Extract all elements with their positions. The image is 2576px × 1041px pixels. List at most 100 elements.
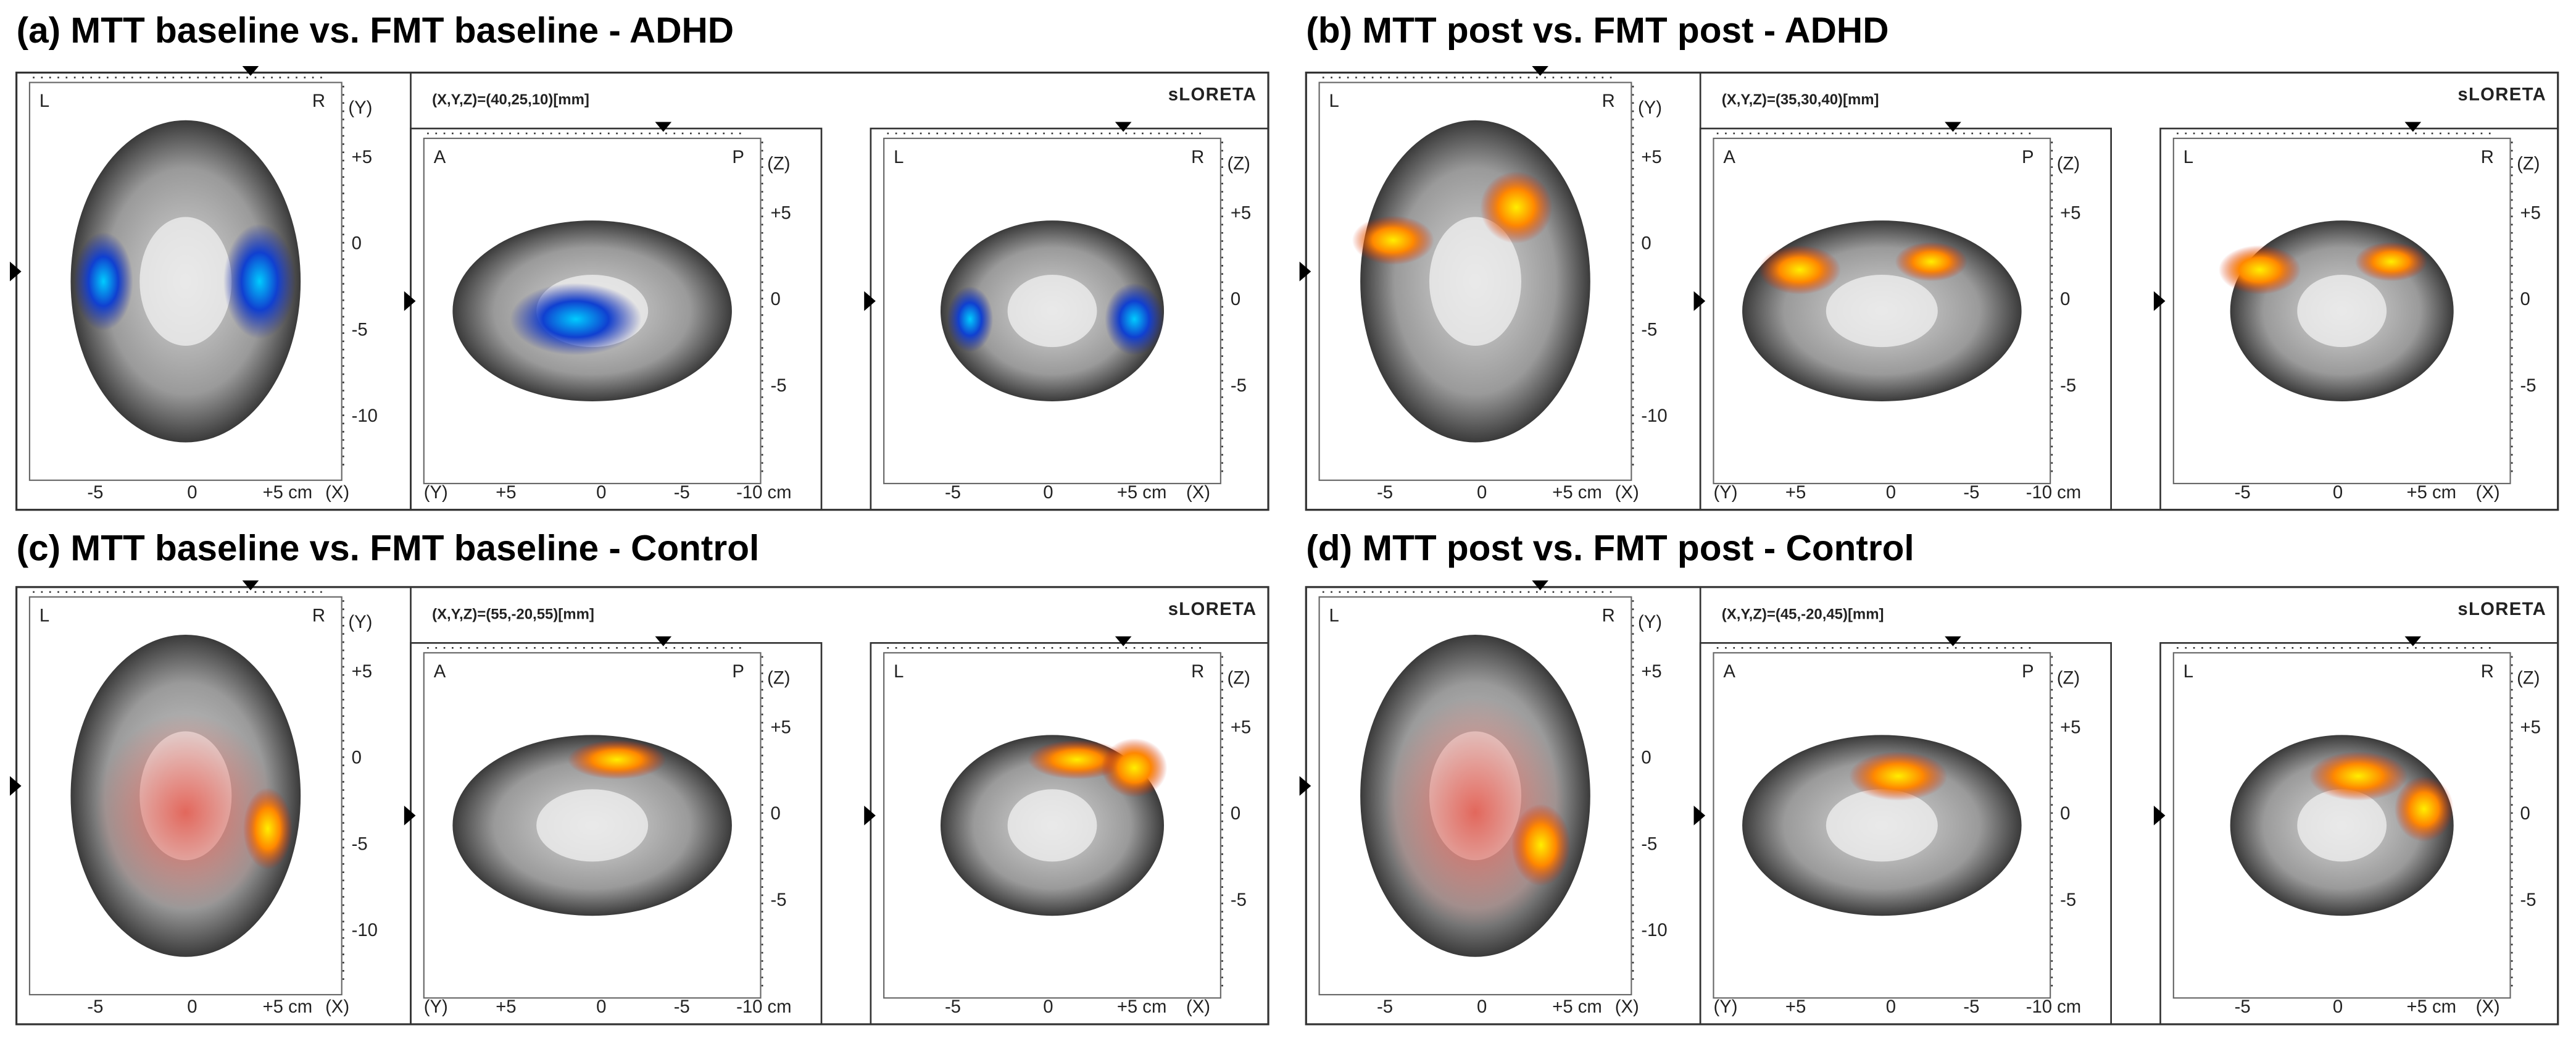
cursor-marker <box>242 580 259 591</box>
software-label: sLORETA <box>1168 85 1257 105</box>
brain-core <box>139 217 232 346</box>
bottom-tick-label: -5 <box>87 482 103 503</box>
cursor-marker <box>9 261 22 282</box>
coordinates: (X,Y,Z)=(45,-20,45)[mm] <box>1722 606 1884 622</box>
bottom-axis-name: (Y) <box>424 997 448 1017</box>
brain-core <box>2297 275 2387 348</box>
bottom-tick-label: +5 cm <box>1117 997 1167 1017</box>
activation <box>2219 245 2301 295</box>
coordinates: (X,Y,Z)=(40,25,10)[mm] <box>432 91 589 108</box>
side-tick-label: +5 <box>1231 203 1251 223</box>
panel-title: (c) MTT baseline vs. FMT baseline - Cont… <box>17 529 760 569</box>
view-frame <box>1699 127 2112 511</box>
axis-name: (Z) <box>1228 153 1250 174</box>
orientation-label: R <box>312 605 325 625</box>
activation <box>1480 171 1553 244</box>
bottom-tick-label: -5 <box>1963 482 1979 503</box>
side-tick-label: -10 <box>1641 406 1667 426</box>
cursor-marker <box>2404 636 2422 646</box>
orientation-label: L <box>894 147 904 167</box>
orientation-label: L <box>894 661 904 682</box>
bottom-tick-label: -10 cm <box>736 482 791 503</box>
activation <box>1849 751 1948 801</box>
axis-name: (Y) <box>348 612 372 632</box>
bottom-tick-label: 0 <box>187 997 197 1017</box>
bottom-tick-label: +5 cm <box>2406 482 2456 503</box>
cursor-marker <box>1945 636 1961 646</box>
panel-title: (b) MTT post vs. FMT post - ADHD <box>1306 10 1888 51</box>
side-tick-label: +5 <box>352 147 372 167</box>
side-tick-label: -5 <box>2520 890 2536 910</box>
orientation-label: A <box>1723 147 1735 167</box>
axis-name: (Z) <box>767 668 790 688</box>
bottom-tick-label: 0 <box>1477 997 1487 1017</box>
side-tick-label: -5 <box>1641 834 1657 854</box>
cursor-marker <box>655 122 672 132</box>
coordinates: (X,Y,Z)=(55,-20,55)[mm] <box>432 606 594 622</box>
view-frame <box>2159 642 2559 1026</box>
bottom-axis-name: (X) <box>325 997 349 1017</box>
bottom-axis-name: (X) <box>1615 482 1639 503</box>
activation <box>223 224 296 339</box>
cursor-marker <box>404 805 416 826</box>
brain-core <box>2297 789 2387 862</box>
activation <box>2354 241 2428 282</box>
orientation-label: L <box>39 91 49 111</box>
activation <box>567 740 667 780</box>
bottom-tick-label: 0 <box>1886 482 1896 503</box>
side-tick-label: -5 <box>770 375 786 396</box>
bottom-tick-label: +5 cm <box>263 997 313 1017</box>
activation <box>510 283 642 356</box>
software-label: sLORETA <box>1168 599 1257 619</box>
axis-name: (Y) <box>348 98 372 118</box>
orientation-label: P <box>2022 661 2034 682</box>
side-tick-label: +5 <box>1641 147 1661 167</box>
cursor-marker <box>1115 636 1132 646</box>
bottom-axis-name: (Y) <box>424 482 448 503</box>
orientation-label: P <box>732 661 744 682</box>
side-tick-label: +5 <box>2520 717 2540 737</box>
activation <box>1028 740 1126 780</box>
side-tick-label: -10 <box>1641 920 1667 940</box>
cursor-marker <box>1945 122 1961 132</box>
side-tick-label: +5 <box>1641 661 1661 682</box>
axis-name: (Z) <box>2517 668 2540 688</box>
cursor-marker <box>1532 65 1548 76</box>
side-tick-label: 0 <box>1231 803 1240 824</box>
side-tick-label: -10 <box>352 406 378 426</box>
activation <box>95 713 276 911</box>
cursor-marker <box>242 65 259 76</box>
view-frame <box>410 642 823 1026</box>
bottom-tick-label: -5 <box>1963 997 1979 1017</box>
orientation-label: R <box>1191 147 1204 167</box>
side-tick-label: -5 <box>770 890 786 910</box>
bottom-tick-label: 0 <box>187 482 197 503</box>
bottom-axis-name: (X) <box>2476 997 2500 1017</box>
bottom-tick-label: 0 <box>1477 482 1487 503</box>
side-tick-label: 0 <box>352 233 362 254</box>
view-frame <box>870 642 1269 1026</box>
axis-name: (Z) <box>2057 668 2080 688</box>
side-tick-label: 0 <box>1641 748 1651 768</box>
orientation-label: R <box>312 91 325 111</box>
bottom-tick-label: -5 <box>945 997 961 1017</box>
bottom-tick-label: 0 <box>1043 482 1053 503</box>
orientation-label: R <box>2481 147 2494 167</box>
axis-name: (Z) <box>2057 153 2080 174</box>
orientation-label: R <box>2481 661 2494 682</box>
orientation-label: L <box>1329 605 1339 625</box>
bottom-tick-label: 0 <box>1886 997 1896 1017</box>
bottom-tick-label: -5 <box>1377 482 1393 503</box>
side-tick-label: -5 <box>352 834 368 854</box>
orientation-label: P <box>2022 147 2034 167</box>
bottom-tick-label: -5 <box>674 997 690 1017</box>
panel-title: (a) MTT baseline vs. FMT baseline - ADHD <box>17 10 734 51</box>
bottom-tick-label: -5 <box>674 482 690 503</box>
activation <box>947 286 994 353</box>
activation <box>1105 283 1165 356</box>
bottom-tick-label: -10 cm <box>2026 482 2081 503</box>
axis-name: (Z) <box>2517 153 2540 174</box>
bottom-tick-label: +5 cm <box>2406 997 2456 1017</box>
orientation-label: L <box>2183 147 2193 167</box>
activation <box>1511 804 1571 887</box>
